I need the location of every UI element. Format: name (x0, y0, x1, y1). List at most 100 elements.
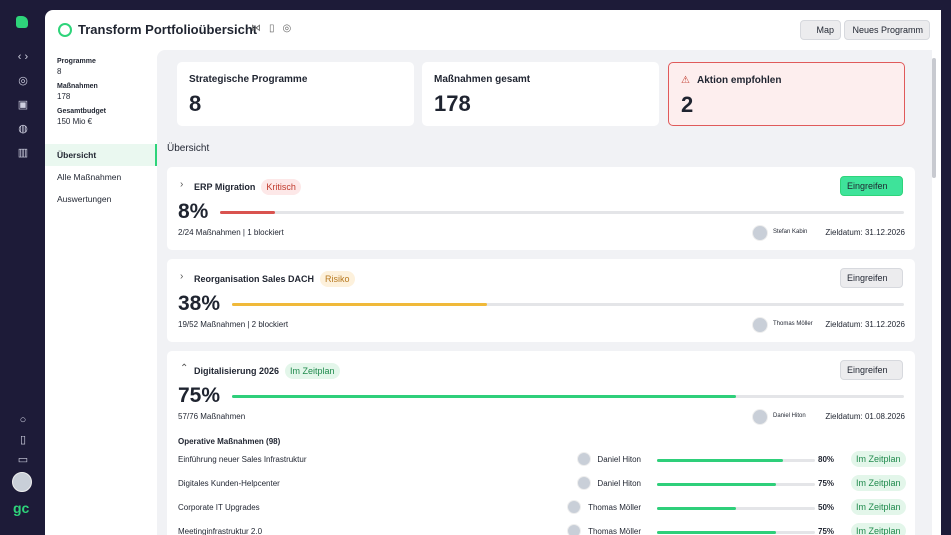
section-title: Übersicht (167, 143, 210, 154)
stat-value: 178 (57, 92, 71, 101)
stat-value: 8 (57, 67, 62, 76)
kpi-label: Maßnahmen gesamt (434, 74, 531, 85)
status-badge: Im Zeitplan (285, 363, 340, 379)
progress-fill (220, 210, 276, 214)
user-avatar[interactable] (12, 472, 32, 492)
measure-owner: Thomas Möller (588, 527, 641, 535)
kpi-label: Aktion empfohlen (697, 75, 782, 86)
measure-owner: Daniel Hiton (597, 479, 641, 488)
progress-track (232, 394, 904, 398)
measure-name: Digitales Kunden-Helpcenter (178, 479, 280, 488)
program-card: › Reorganisation Sales DACH Risiko Eingreif… (167, 259, 915, 342)
kpi-value: 8 (189, 91, 202, 116)
progress-fill (232, 394, 736, 398)
measure-fill (657, 459, 784, 462)
owner-name: Thomas Möller (773, 321, 813, 327)
progress-track (220, 210, 904, 214)
nav-item[interactable]: Alle Maßnahmen (57, 172, 122, 182)
program-header: Digitalisierung 2026 Im Zeitplan (194, 363, 340, 379)
status-badge: Kritisch (261, 179, 301, 195)
measure-owner: Thomas Möller (588, 503, 641, 512)
measure-percent: 75% (818, 527, 835, 535)
action-button[interactable]: Eingreifen (840, 268, 903, 288)
title-icon (58, 23, 72, 37)
measure-track (657, 483, 815, 486)
icons[interactable]: ‹ › ◎ ▣ ◍ ▥ (17, 51, 29, 159)
program-summary: 19/52 Maßnahmen | 2 blockiert (178, 320, 289, 329)
progress-percent: 8% (178, 200, 209, 223)
owner-avatar (752, 409, 768, 425)
status-badge: Risiko (320, 271, 355, 287)
due-date: Zieldatum: 01.08.2026 (825, 412, 905, 421)
measure-avatar (567, 524, 581, 535)
measure-percent: 80% (818, 455, 835, 464)
measure-percent: 75% (818, 479, 835, 488)
measure-fill (657, 507, 736, 510)
program-header: ERP Migration Kritisch (194, 179, 301, 195)
chevron[interactable]: › (180, 179, 184, 190)
nav-item[interactable]: Auswertungen (57, 194, 112, 204)
due-date: Zieldatum: 31.12.2026 (825, 228, 905, 237)
icons-bottom[interactable]: ○ ▯ ▭ (17, 414, 29, 466)
action-button[interactable]: Eingreifen (840, 360, 903, 380)
owner-name: Daniel Hiton (773, 413, 806, 419)
warning-icon: ⚠ (681, 75, 690, 86)
measure-percent: 50% (818, 503, 835, 512)
kpi-card: Strategische Programme 8 (177, 62, 414, 126)
measure-track (657, 531, 815, 534)
program-summary: 57/76 Maßnahmen (178, 412, 246, 421)
program-summary: 2/24 Maßnahmen | 1 blockiert (178, 228, 284, 237)
progress-row: 8% (178, 200, 904, 224)
new-program-button[interactable]: Neues Programm (844, 20, 930, 40)
left-panel: Programme 8 Maßnahmen 178 Gesamtbudget 150 Mi… (45, 50, 157, 535)
due-date: Zieldatum: 31.12.2026 (825, 320, 905, 329)
measure-avatar (567, 500, 581, 514)
stat-label: Gesamtbudget (57, 108, 107, 115)
measure-fill (657, 483, 776, 486)
scrollbar[interactable] (932, 58, 936, 178)
stat-value: 150 Mio € (57, 117, 93, 126)
progress-percent: 38% (178, 292, 221, 315)
measure-name: Corporate IT Upgrades (178, 503, 260, 512)
progress-row: 75% (178, 384, 904, 408)
measure-status: Im Zeitplan (851, 499, 906, 515)
sidebar: ‹ › ◎ ▣ ◍ ▥ ○ ▯ ▭ gc (0, 0, 45, 535)
progress-fill (232, 302, 488, 306)
owner-avatar (752, 225, 768, 241)
stat-label: Programme (57, 58, 96, 65)
measure-status: Im Zeitplan (851, 475, 906, 491)
measure-avatar (577, 476, 591, 490)
chevron[interactable]: ⌃ (180, 363, 189, 374)
kpi-card: Aktion empfohlen ⚠ 2 (668, 62, 905, 126)
nav-item[interactable]: Übersicht (45, 144, 157, 166)
program-card: › ERP Migration Kritisch Eingreifen 8% 2/24 M… (167, 167, 915, 250)
chevron[interactable]: › (180, 271, 184, 282)
kpi-card: Maßnahmen gesamt 178 (422, 62, 659, 126)
main: Transform Portfolioübersicht ⋈▯◎ Map Neu… (45, 10, 941, 535)
progress-track (232, 302, 904, 306)
measure-fill (657, 531, 776, 534)
measure-status: Im Zeitplan (851, 523, 906, 535)
measure-name: Meetinginfrastruktur 2.0 (178, 527, 263, 535)
program-name: Reorganisation Sales DACH (194, 274, 315, 284)
content: Strategische Programme 8 Maßnahmen gesamt 1… (157, 50, 932, 535)
page-title: Transform Portfolioübersicht (78, 22, 258, 37)
measure-track (657, 507, 815, 510)
owner-avatar (752, 317, 768, 333)
progress-row: 38% (178, 292, 904, 316)
program-name: ERP Migration (194, 182, 256, 192)
title-actions[interactable]: ⋈▯◎ (251, 23, 300, 34)
measure-name: Einführung neuer Sales Infrastruktur (178, 455, 307, 464)
stat-label: Maßnahmen (57, 83, 98, 90)
program-name: Digitalisierung 2026 (194, 366, 280, 376)
program-header: Reorganisation Sales DACH Risiko (194, 271, 355, 287)
measure-status: Im Zeitplan (851, 451, 906, 467)
kpi-value: 2 (681, 92, 694, 117)
brand: gc (13, 500, 30, 516)
map-button[interactable]: Map (800, 20, 841, 40)
action-button[interactable]: Eingreifen (840, 176, 903, 196)
kpi-value: 178 (434, 91, 471, 116)
progress-percent: 75% (178, 384, 221, 407)
measure-track (657, 459, 815, 462)
